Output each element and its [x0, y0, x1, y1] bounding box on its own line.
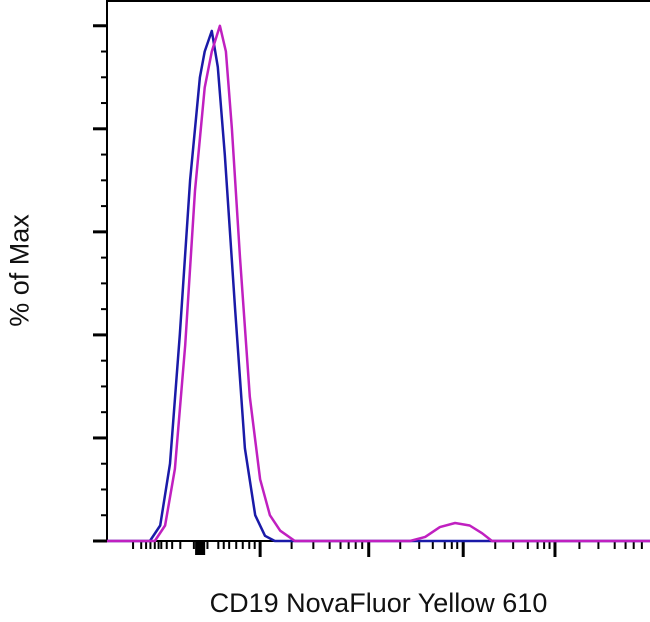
plot-frame [106, 0, 650, 542]
x-axis-label: CD19 NovaFluor Yellow 610 [209, 588, 548, 618]
histogram-series-1 [107, 29, 650, 543]
y-axis-label: % of Max [4, 214, 35, 327]
histogram-series-2 [107, 24, 650, 543]
